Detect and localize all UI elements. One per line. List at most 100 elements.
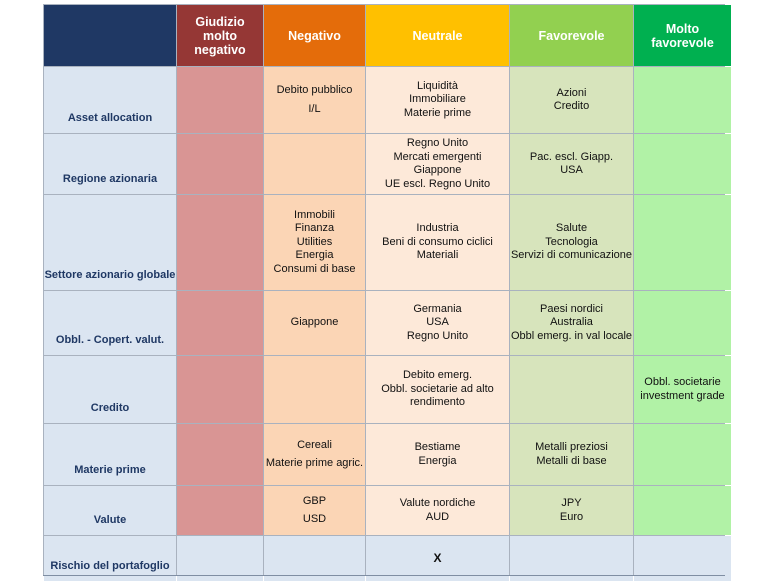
header-corner [44, 5, 176, 66]
list-item: Regno Unito [406, 137, 469, 149]
list-item: Euro [559, 510, 584, 523]
list-item: Australia [550, 316, 593, 329]
cell-favorable: Paesi nordici Australia Obbl emerg. in v… [510, 291, 633, 355]
cell-very-favorable [634, 536, 731, 581]
list-item: Immobili [294, 208, 335, 221]
header-neutral: Neutrale [366, 5, 509, 66]
cell-favorable [510, 536, 633, 581]
list-item: USA [426, 316, 449, 329]
header-very-negative: Giudizio molto negativo [177, 5, 263, 66]
cell-very-negative [177, 486, 263, 535]
cell-neutral: Regno Unito Mercati emergenti Giappone U… [366, 134, 509, 194]
cell-favorable: Salute Tecnologia Servizi di comunicazio… [510, 195, 633, 290]
list-item: Debito emerg. [402, 369, 473, 382]
list-item: Giappone [413, 164, 462, 176]
cell-negative [264, 356, 365, 423]
list-item: Industria [416, 222, 459, 235]
list-item: Credito [553, 100, 590, 112]
cell-favorable: Metalli preziosi Metalli di base [510, 424, 633, 485]
cell-neutral: Industria Beni di consumo ciclici Materi… [366, 195, 509, 290]
row-label-asset-allocation: Asset allocation [44, 67, 176, 133]
cell-neutral: Bestiame Energia [366, 424, 509, 485]
cell-negative: Cereali Materie prime agric. [264, 424, 365, 485]
row-label-equity-region: Regione azionaria [44, 134, 176, 194]
list-item: Paesi nordici [540, 302, 603, 315]
cell-negative: Giappone [264, 291, 365, 355]
header-very-favorable: Molto favorevole [634, 5, 731, 66]
cell-very-negative [177, 536, 263, 581]
list-item: Servizi di comunicazione [510, 249, 633, 262]
list-item: AUD [425, 510, 450, 523]
list-item: Regno Unito [406, 329, 469, 342]
allocation-table: Giudizio molto negativo Negativo Neutral… [43, 4, 731, 581]
row-label-commodities: Materie prime [44, 424, 176, 485]
cell-neutral: X [366, 536, 509, 581]
row-label-bond-hedged: Obbl. - Copert. valut. [44, 291, 176, 355]
cell-neutral: Debito emerg. Obbl. societarie ad alto r… [366, 356, 509, 423]
header-favorable: Favorevole [510, 5, 633, 66]
cell-favorable: JPY Euro [510, 486, 633, 535]
list-item: UE escl. Regno Unito [384, 177, 491, 190]
cell-very-favorable [634, 291, 731, 355]
list-item: Obbl. societarie ad alto rendimento [381, 382, 494, 409]
cell-very-favorable: Obbl. societarie investment grade [634, 356, 731, 423]
list-item: Metalli preziosi [535, 441, 608, 453]
list-item: Materie prime agric. [265, 457, 364, 469]
position-mark: X [433, 550, 442, 565]
cell-very-negative [177, 424, 263, 485]
list-item: Energia [418, 454, 457, 467]
list-item: Immobiliare [409, 93, 466, 106]
cell-very-favorable [634, 195, 731, 290]
list-item: Germania [413, 302, 462, 315]
list-item: Obbl. societarie investment grade [640, 376, 725, 402]
cell-favorable: Pac. escl. Giapp. USA [510, 134, 633, 194]
cell-neutral: Valute nordiche AUD [366, 486, 509, 535]
list-item: Materie prime [403, 106, 472, 119]
list-item: Azioni [556, 86, 587, 99]
row-label-credit: Credito [44, 356, 176, 423]
list-item: Mercati emergenti [393, 150, 482, 163]
cell-very-negative [177, 356, 263, 423]
row-label-currencies: Valute [44, 486, 176, 535]
list-item: GBP [302, 494, 327, 507]
cell-negative [264, 536, 365, 581]
cell-very-favorable [634, 134, 731, 194]
list-item: Liquidità [417, 79, 458, 92]
list-item: Pac. escl. Giapp. [529, 150, 614, 163]
list-item: Valute nordiche [399, 497, 476, 509]
list-item: USD [302, 513, 327, 525]
list-item: Utilities [296, 235, 333, 248]
cell-negative: GBP USD [264, 486, 365, 535]
cell-negative [264, 134, 365, 194]
row-label-equity-sector: Settore azionario globale [44, 195, 176, 290]
list-item: Giappone [290, 316, 339, 329]
list-item: Tecnologia [545, 235, 598, 248]
list-item: Salute [555, 222, 588, 235]
list-item: Metalli di base [536, 454, 607, 467]
cell-very-favorable [634, 424, 731, 485]
list-item: Finanza [294, 222, 335, 235]
cell-negative: Immobili Finanza Utilities Energia Consu… [264, 195, 365, 290]
cell-very-negative [177, 291, 263, 355]
cell-favorable [510, 356, 633, 423]
cell-neutral: Liquidità Immobiliare Materie prime [366, 67, 509, 133]
list-item: Beni di consumo ciclici [382, 235, 493, 248]
list-item: Materiali [416, 249, 459, 262]
cell-favorable: Azioni Credito [510, 67, 633, 133]
cell-negative: Debito pubblico I/L [264, 67, 365, 133]
cell-very-negative [177, 134, 263, 194]
list-item: Energia [295, 249, 334, 262]
list-item: JPY [561, 497, 582, 509]
list-item: Bestiame [414, 441, 461, 453]
list-item: Obbl emerg. in val locale [510, 329, 633, 342]
cell-neutral: Germania USA Regno Unito [366, 291, 509, 355]
list-item: Debito pubblico [276, 84, 353, 96]
list-item: I/L [308, 102, 321, 115]
list-item: USA [560, 164, 583, 176]
cell-very-favorable [634, 486, 731, 535]
header-negative: Negativo [264, 5, 365, 66]
list-item: Consumi di base [273, 262, 356, 275]
cell-very-negative [177, 195, 263, 290]
bottom-rule [43, 575, 725, 576]
cell-very-negative [177, 67, 263, 133]
